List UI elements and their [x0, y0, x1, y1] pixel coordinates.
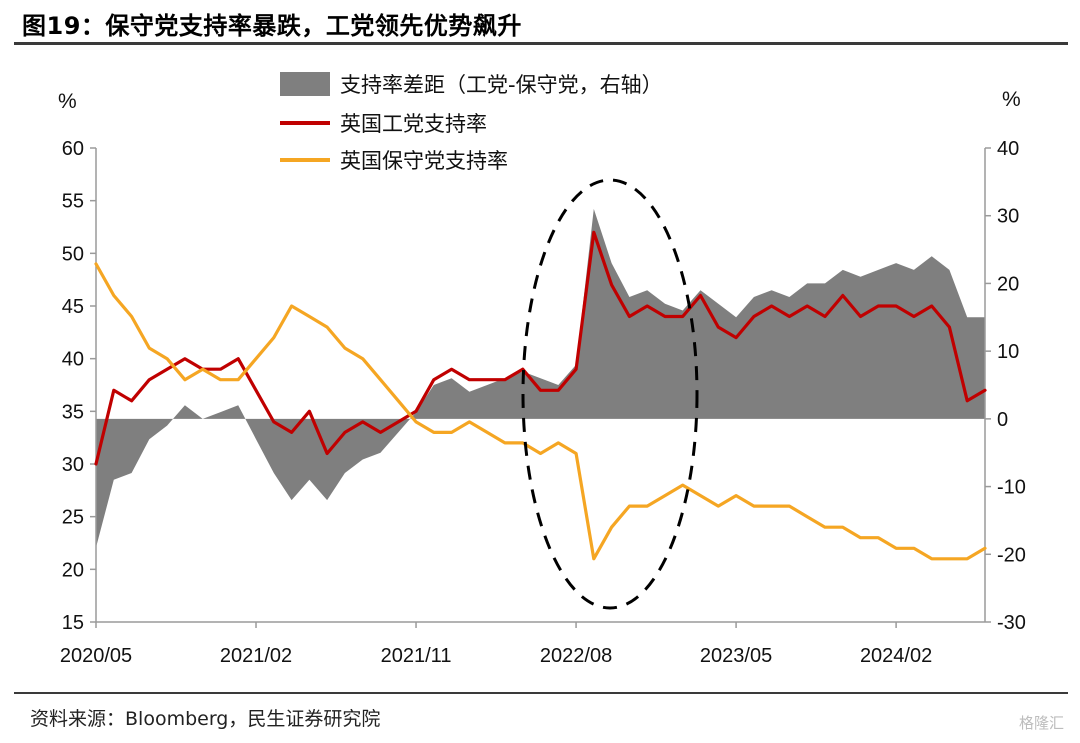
legend-label-conservative: 英国保守党支持率	[340, 149, 508, 173]
legend-label-labour: 英国工党支持率	[340, 112, 487, 136]
left-tick-label: 15	[62, 612, 84, 634]
ticks-layer: 15 20 25 30 35 40 45 50 55 60 -30 -20 -10 0 10 20 30 40 20…	[60, 138, 1026, 667]
left-tick-label: 60	[62, 138, 84, 160]
title-divider	[14, 42, 1068, 45]
right-tick-label: -30	[997, 612, 1026, 634]
gap-area	[96, 208, 985, 548]
chart-title: 图19：保守党支持率暴跌，工党领先优势飙升	[22, 12, 522, 40]
left-tick-label: 30	[62, 454, 84, 476]
x-tick-label: 2021/02	[220, 645, 292, 667]
axes-layer	[95, 148, 986, 623]
right-tick-label: -10	[997, 477, 1026, 499]
left-tick-label: 40	[62, 349, 84, 371]
legend-label-gap: 支持率差距（工党-保守党，右轴）	[340, 73, 663, 97]
labour-support-line	[94, 230, 987, 466]
left-unit-label: %	[58, 90, 77, 113]
right-tick-label: 20	[997, 273, 1019, 295]
chart: 15 20 25 30 35 40 45 50 55 60 -30 -20 -10 0 10 20 30 40 20…	[58, 72, 1026, 667]
x-tick-label: 2022/08	[540, 645, 612, 667]
x-tick-label: 2021/11	[381, 645, 452, 667]
x-tick-label: 2020/05	[60, 645, 132, 667]
right-tick-label: 30	[997, 206, 1019, 228]
left-tick-label: 55	[62, 191, 84, 213]
right-unit-label: %	[1002, 88, 1021, 111]
right-tick-label: 10	[997, 341, 1019, 363]
gap-area-layer	[96, 208, 985, 548]
legend: 支持率差距（工党-保守党，右轴） 英国工党支持率 英国保守党支持率	[280, 72, 663, 173]
source-divider	[14, 692, 1068, 694]
right-tick-label: 40	[997, 138, 1019, 160]
left-tick-label: 45	[62, 296, 84, 318]
watermark: 格隆汇	[1018, 714, 1064, 732]
highlight-ellipse	[521, 178, 699, 610]
x-tick-label: 2023/05	[700, 645, 772, 667]
source-note: 资料来源：Bloomberg，民生证券研究院	[30, 708, 381, 730]
x-tick-label: 2024/02	[860, 645, 932, 667]
right-tick-label: 0	[997, 409, 1008, 431]
left-tick-label: 25	[62, 507, 84, 529]
right-tick-label: -20	[997, 544, 1026, 566]
left-tick-label: 20	[62, 559, 84, 581]
series-lines-layer	[94, 230, 987, 561]
conservative-support-line	[94, 262, 987, 561]
legend-swatch-gap	[280, 72, 330, 96]
left-tick-label: 35	[62, 401, 84, 423]
left-tick-label: 50	[62, 243, 84, 265]
